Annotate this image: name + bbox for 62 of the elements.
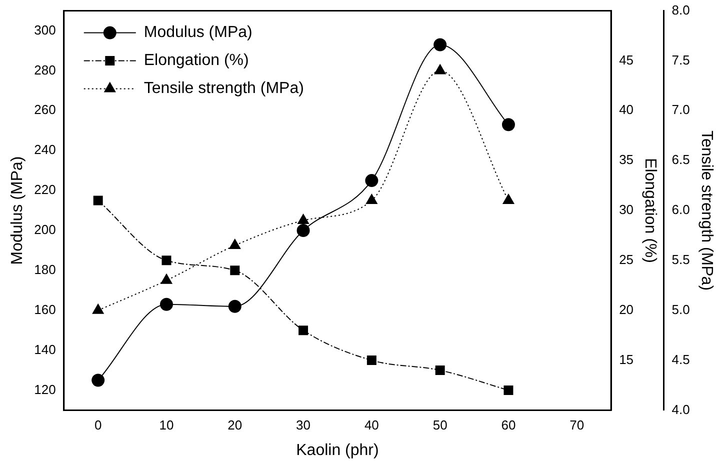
point bbox=[92, 374, 105, 387]
point bbox=[298, 326, 308, 336]
y-tick-label: 280 bbox=[34, 62, 56, 78]
y2-tick-label: 20 bbox=[619, 302, 634, 317]
y2-tick-label: 15 bbox=[619, 352, 634, 367]
y3-axis-title: Tensile strength (MPa) bbox=[698, 130, 715, 291]
point bbox=[296, 224, 310, 237]
y3-tick-label: 6.0 bbox=[672, 202, 690, 218]
point bbox=[365, 174, 378, 188]
point bbox=[502, 118, 515, 132]
y-tick-label: 120 bbox=[34, 382, 56, 397]
point bbox=[92, 304, 104, 314]
y-tick-label: 140 bbox=[34, 342, 56, 357]
y-tick-label: 200 bbox=[34, 222, 56, 238]
y-tick-label: 180 bbox=[34, 262, 56, 277]
point bbox=[162, 256, 172, 266]
x-tick-label: 70 bbox=[570, 418, 584, 433]
point bbox=[502, 194, 514, 204]
x-tick-label: 30 bbox=[296, 418, 311, 433]
y-tick-label: 300 bbox=[34, 22, 56, 38]
x-axis-title: Kaolin (phr) bbox=[296, 442, 379, 459]
y3-tick-label: 8.0 bbox=[672, 2, 690, 18]
y-tick-label: 260 bbox=[34, 102, 56, 118]
y-tick-label: 160 bbox=[34, 302, 56, 317]
y3-tick-label: 4.5 bbox=[672, 352, 690, 367]
y-tick-label: 220 bbox=[34, 182, 56, 198]
point bbox=[435, 366, 445, 376]
y2-axis-title: Elongation (%) bbox=[642, 158, 659, 263]
point bbox=[230, 266, 240, 276]
y2-tick-label: 40 bbox=[619, 102, 634, 118]
point bbox=[298, 214, 309, 224]
x-tick-label: 60 bbox=[501, 418, 516, 433]
point bbox=[366, 356, 376, 366]
point bbox=[160, 274, 172, 284]
point bbox=[504, 385, 514, 395]
x-tick-label: 20 bbox=[228, 418, 242, 433]
point bbox=[160, 298, 173, 311]
y2-tick-label: 35 bbox=[619, 152, 634, 168]
y2-tick-label: 30 bbox=[619, 202, 634, 218]
point bbox=[93, 196, 103, 206]
point bbox=[434, 38, 447, 52]
y3-tick-label: 7.0 bbox=[672, 102, 690, 118]
y3-tick-label: 6.5 bbox=[672, 152, 690, 168]
x-tick-label: 40 bbox=[364, 418, 379, 433]
point bbox=[434, 64, 446, 74]
x-tick-label: 50 bbox=[432, 418, 448, 433]
point bbox=[229, 238, 241, 249]
legend-label: Elongation (%) bbox=[144, 52, 249, 70]
y-axis-title: Modulus (MPa) bbox=[9, 156, 26, 265]
y3-tick-label: 7.5 bbox=[672, 52, 690, 68]
y2-tick-label: 25 bbox=[619, 252, 634, 268]
legend-label: Modulus (MPa) bbox=[144, 24, 252, 42]
x-tick-label: 0 bbox=[94, 418, 102, 433]
y3-tick-label: 5.0 bbox=[672, 302, 690, 317]
x-tick-label: 10 bbox=[159, 418, 174, 433]
y3-tick-label: 5.5 bbox=[672, 252, 690, 268]
point bbox=[228, 300, 242, 313]
y2-tick-label: 45 bbox=[619, 52, 634, 68]
point bbox=[366, 194, 378, 204]
legend-label: Tensile strength (MPa) bbox=[144, 80, 304, 98]
y-tick-label: 240 bbox=[34, 142, 56, 158]
y3-tick-label: 4.0 bbox=[672, 402, 690, 417]
